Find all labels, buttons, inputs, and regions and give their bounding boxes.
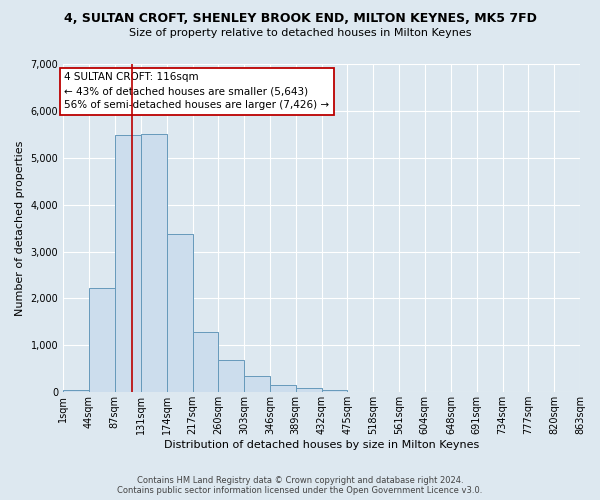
Text: Contains HM Land Registry data © Crown copyright and database right 2024.
Contai: Contains HM Land Registry data © Crown c… (118, 476, 482, 495)
Bar (141, 134, 167, 392)
Text: 4, SULTAN CROFT, SHENLEY BROOK END, MILTON KEYNES, MK5 7FD: 4, SULTAN CROFT, SHENLEY BROOK END, MILT… (64, 12, 536, 26)
Bar (270, 386, 296, 392)
Bar (296, 388, 322, 392)
Bar (115, 136, 141, 392)
Text: Size of property relative to detached houses in Milton Keynes: Size of property relative to detached ho… (129, 28, 471, 38)
Bar (63, 390, 89, 392)
Bar (218, 360, 244, 392)
Bar (244, 376, 270, 392)
Bar (89, 288, 115, 392)
Bar (167, 234, 193, 392)
Bar (193, 332, 218, 392)
X-axis label: Distribution of detached houses by size in Milton Keynes: Distribution of detached houses by size … (164, 440, 479, 450)
Bar (322, 390, 347, 392)
Text: 4 SULTAN CROFT: 116sqm
← 43% of detached houses are smaller (5,643)
56% of semi-: 4 SULTAN CROFT: 116sqm ← 43% of detached… (64, 72, 329, 110)
Y-axis label: Number of detached properties: Number of detached properties (15, 140, 25, 316)
